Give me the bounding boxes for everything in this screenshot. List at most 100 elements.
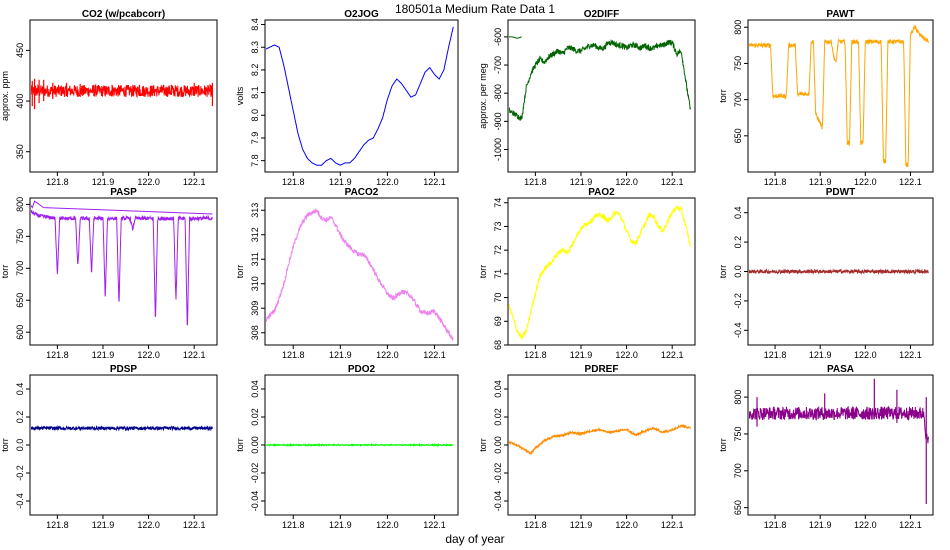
x-tick-label: 122.0 xyxy=(854,520,877,530)
x-tick-label: 121.9 xyxy=(809,177,832,187)
x-tick-label: 122.0 xyxy=(615,520,638,530)
y-tick-label: 72 xyxy=(493,245,503,255)
x-tick-label: 122.1 xyxy=(183,177,206,187)
y-axis-label: torr xyxy=(235,265,245,279)
panel-8: PDSP torr 121.8 121.9 122.0 122.1 -0.4 -0.2 0.0 0… xyxy=(0,364,218,530)
panel-0: CO2 (w/pcabcorr) approx. ppm 121.8 121.9 122… xyxy=(0,9,218,187)
y-axis-label: approx. ppm xyxy=(0,71,10,121)
series-group xyxy=(749,378,929,504)
y-tick-label: 0.02 xyxy=(493,408,503,426)
x-tick-label: 122.1 xyxy=(423,177,446,187)
plot-frame xyxy=(507,197,696,346)
panel-5: PACO2 torr 121.8 121.9 122.0 122.1 308 309 310 31… xyxy=(235,187,459,360)
series-group xyxy=(266,26,454,166)
x-tick-label: 121.8 xyxy=(46,177,69,187)
plot-frame xyxy=(747,19,934,173)
series-group xyxy=(749,268,929,276)
x-tick-label: 121.8 xyxy=(524,177,547,187)
panel-title: PAO2 xyxy=(588,187,615,198)
x-tick-label: 121.8 xyxy=(524,520,547,530)
x-tick-label: 121.8 xyxy=(524,350,547,360)
series-line xyxy=(31,83,213,99)
y-tick-label: 8.4 xyxy=(250,18,260,31)
series-line xyxy=(749,24,929,168)
y-tick-label: 800 xyxy=(15,197,25,212)
y-tick-label: 73 xyxy=(493,221,503,231)
panel-9: PDO2 torr 121.8 121.9 122.0 122.1 -0.04 -0.02 0.… xyxy=(235,364,459,530)
x-tick-label: 121.9 xyxy=(92,520,115,530)
x-tick-label: 122.1 xyxy=(183,520,206,530)
y-tick-label: 450 xyxy=(15,43,25,58)
plot-frame xyxy=(29,197,218,346)
y-tick-label: 0.00 xyxy=(250,436,260,454)
series-group xyxy=(31,78,214,110)
x-tick-label: 122.1 xyxy=(183,350,206,360)
x-tick-label: 121.8 xyxy=(46,350,69,360)
x-tick-label: 121.9 xyxy=(329,350,352,360)
x-tick-label: 121.9 xyxy=(570,350,593,360)
series-line xyxy=(509,205,691,340)
y-tick-label: 0.2 xyxy=(733,236,743,249)
y-tick-label: 700 xyxy=(15,261,25,276)
x-tick-label: 122.0 xyxy=(137,177,160,187)
y-tick-label: -0.2 xyxy=(733,293,743,309)
y-tick-label: 650 xyxy=(733,500,743,515)
x-tick-label: 121.9 xyxy=(570,177,593,187)
x-tick-label: 121.9 xyxy=(92,350,115,360)
y-axis-label: approx. per meg xyxy=(478,63,488,129)
x-tick-label: 121.8 xyxy=(282,520,305,530)
plot-frame xyxy=(264,19,459,173)
y-tick-label: 312 xyxy=(250,227,260,242)
panel-title: PDSP xyxy=(110,364,138,375)
figure-title: 180501a Medium Rate Data 1 xyxy=(395,2,555,16)
y-tick-label: 0.2 xyxy=(15,411,25,424)
panel-7: PDWT torr 121.8 121.9 122.0 122.1 -0.4 -0.2 0.0 0… xyxy=(718,187,934,360)
y-tick-label: 750 xyxy=(733,56,743,71)
y-tick-label: 0.0 xyxy=(15,439,25,452)
panel-title: PAWT xyxy=(826,9,854,20)
panel-title: O2DIFF xyxy=(584,9,620,20)
y-tick-label: 313 xyxy=(250,203,260,218)
panels: CO2 (w/pcabcorr) approx. ppm 121.8 121.9 122… xyxy=(0,9,934,530)
x-tick-label: 122.1 xyxy=(661,177,684,187)
y-tick-label: 74 xyxy=(493,198,503,208)
x-tick-label: 121.8 xyxy=(764,350,787,360)
x-tick-label: 121.9 xyxy=(92,177,115,187)
y-tick-label: -600 xyxy=(493,28,503,46)
series-group xyxy=(509,36,691,121)
panel-title: PACO2 xyxy=(345,187,379,198)
x-tick-label: 121.9 xyxy=(570,520,593,530)
y-tick-label: 0.02 xyxy=(250,408,260,426)
y-tick-label: 650 xyxy=(15,293,25,308)
y-tick-label: 0.4 xyxy=(733,206,743,219)
y-tick-label: -700 xyxy=(493,56,503,74)
x-tick-label: 122.0 xyxy=(376,177,399,187)
series-line xyxy=(509,38,691,121)
plot-frame xyxy=(264,197,459,346)
x-tick-label: 122.0 xyxy=(137,350,160,360)
panel-6: PAO2 torr 121.8 121.9 122.0 122.1 68 69 70 71 72 73… xyxy=(478,187,696,360)
plot-frame xyxy=(507,374,696,516)
x-tick-label: 122.1 xyxy=(899,177,922,187)
y-tick-label: -0.2 xyxy=(15,465,25,481)
y-axis-label: volts xyxy=(235,86,245,105)
series-group xyxy=(266,208,454,341)
series-group xyxy=(31,200,213,326)
y-tick-label: 311 xyxy=(250,252,260,266)
y-axis-label: torr xyxy=(235,438,245,452)
y-tick-label: 750 xyxy=(15,229,25,244)
y-tick-label: 700 xyxy=(733,463,743,478)
x-tick-label: 121.8 xyxy=(282,350,305,360)
y-axis-label: torr xyxy=(718,438,728,452)
y-tick-label: 400 xyxy=(15,94,25,109)
x-tick-label: 121.8 xyxy=(46,520,69,530)
y-tick-label: 0.04 xyxy=(493,380,503,398)
panel-title: PDREF xyxy=(585,364,619,375)
panel-title: PASP xyxy=(110,187,137,198)
y-axis-label: torr xyxy=(718,89,728,103)
plot-frame xyxy=(507,19,696,173)
y-tick-label: 600 xyxy=(15,325,25,340)
series-group xyxy=(509,205,691,340)
y-tick-label: 7.8 xyxy=(250,154,260,167)
